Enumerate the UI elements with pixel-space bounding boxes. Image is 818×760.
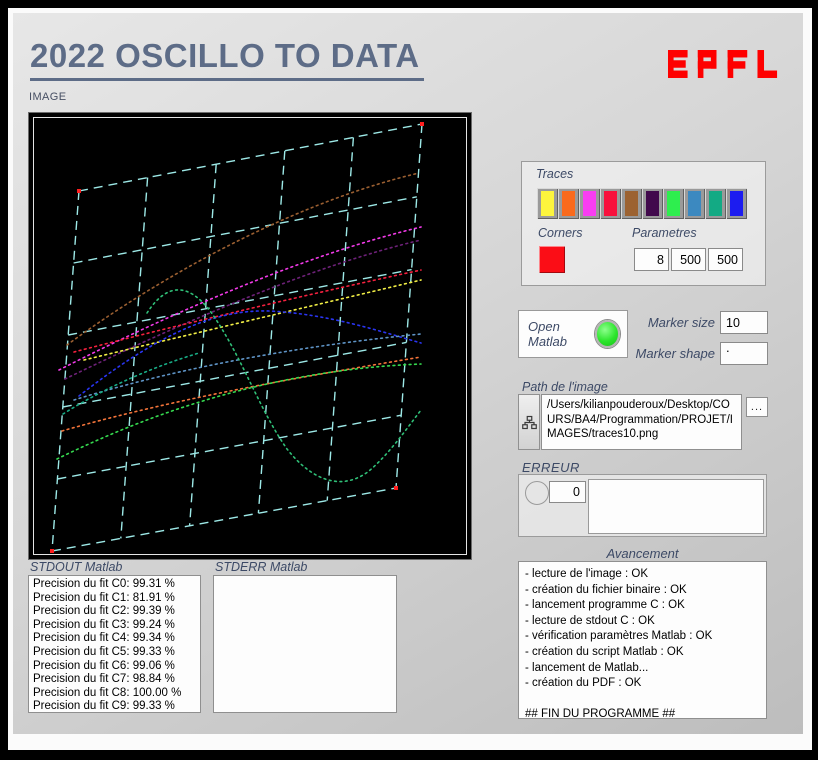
matlab-led-indicator [594,320,620,348]
trace-color-swatch-brown[interactable] [621,188,642,219]
trace-color-swatch-steel-blue[interactable] [684,188,705,219]
path-hierarchy-icon [521,415,537,429]
stderr-label: STDERR Matlab [215,560,308,574]
trace-color-swatch-orange[interactable] [558,188,579,219]
parametres-fields: 8 500 500 [634,248,743,271]
stdout-label: STDOUT Matlab [30,560,123,574]
corners-label: Corners [538,226,583,240]
browse-path-button[interactable]: ... [746,397,768,417]
trace-color-red [604,191,617,216]
epfl-logo [668,49,778,79]
epfl-logo-glyph [668,50,778,78]
marker-size-input[interactable]: 10 [720,311,768,334]
trace-color-green [667,191,680,216]
trace-color-teal [709,191,722,216]
trace-color-yellow [541,191,554,216]
trace-color-swatch-red[interactable] [600,188,621,219]
open-matlab-label: Open Matlab [528,319,568,349]
image-path-field[interactable]: /Users/kilianpouderoux/Desktop/COURS/BA4… [541,394,742,450]
trace-color-dark-purple [646,191,659,216]
trace-color-swatch-green[interactable] [663,188,684,219]
trace-color-swatch-dark-purple[interactable] [642,188,663,219]
erreur-led-indicator [525,481,549,505]
parametre-field-0[interactable]: 8 [634,248,669,271]
trace-color-swatches [537,188,747,219]
trace-color-swatch-blue[interactable] [726,188,747,219]
trace-color-brown [625,191,638,216]
page-title: 2022 OSCILLO TO DATA [30,37,424,81]
marker-shape-label: Marker shape [635,346,715,361]
marker-shape-input[interactable]: . [720,341,768,365]
trace-color-swatch-magenta[interactable] [579,188,600,219]
parametre-field-1[interactable]: 500 [671,248,706,271]
avancement-log[interactable]: - lecture de l'image : OK - création du … [518,561,767,719]
erreur-label: ERREUR [522,460,580,475]
oscilloscope-image-display [28,112,472,560]
app-window: 2022 OSCILLO TO DATA IMAGE STDOUT Matlab… [13,13,803,734]
marker-size-label: Marker size [647,315,715,330]
trace-color-swatch-yellow[interactable] [537,188,558,219]
stdout-output[interactable]: Precision du fit C0: 99.31 % Precision d… [28,575,201,713]
trace-color-blue [730,191,743,216]
path-control-button[interactable] [518,394,540,450]
page-background: 2022 OSCILLO TO DATA IMAGE STDOUT Matlab… [8,8,812,750]
erreur-cluster: 0 [518,474,767,537]
parametres-label: Parametres [632,226,697,240]
trace-color-magenta [583,191,596,216]
open-matlab-button[interactable]: Open Matlab [518,310,628,358]
avancement-label: Avancement [606,546,679,561]
image-path-label: Path de l'image [522,380,608,394]
trace-color-steel-blue [688,191,701,216]
erreur-message-field[interactable] [588,479,764,534]
trace-color-swatch-teal[interactable] [705,188,726,219]
traces-panel: Traces Corners Parametres 8 500 500 [521,161,766,286]
erreur-code-field[interactable]: 0 [549,481,586,503]
oscilloscope-traces-plot [29,113,471,559]
traces-label: Traces [536,167,574,181]
image-panel-label: IMAGE [29,91,67,103]
stderr-output[interactable] [213,575,397,713]
parametre-field-2[interactable]: 500 [708,248,743,271]
corners-color-swatch[interactable] [539,246,565,273]
trace-color-orange [562,191,575,216]
